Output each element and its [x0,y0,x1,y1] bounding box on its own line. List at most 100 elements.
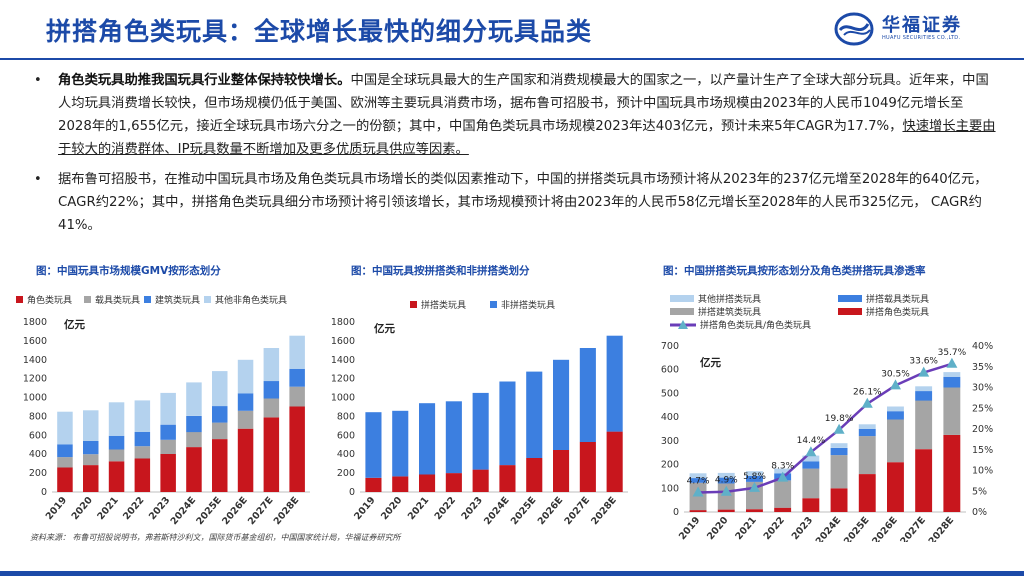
bar-segment [289,335,305,369]
bar-segment [774,468,792,474]
y-tick-label: 800 [337,411,355,422]
bar-segment [108,402,125,436]
legend-label: 拼搭载具类玩具 [866,293,929,305]
data-label: 19.8% [825,414,854,424]
bar-segment [717,509,735,512]
bar-segment [83,441,99,455]
legend-swatch [838,295,862,302]
y-tick-label: 1000 [23,393,47,404]
bar-segment [160,439,176,454]
bar-segment [830,488,848,512]
bar-segment [579,348,596,442]
bar-segment [57,467,73,492]
y-tick-label: 1000 [331,393,355,404]
bar-segment [160,424,176,440]
bar-segment [774,507,792,512]
x-tick-label: 2025E [509,495,539,527]
bar-segment [499,381,516,466]
data-label: 4.9% [715,476,738,486]
bar-segment [83,410,99,441]
y-tick-label: 1400 [331,355,355,366]
x-tick-label: 2022 [433,495,458,522]
bar-segment [915,400,933,450]
legend-label: 建筑类玩具 [155,294,200,306]
bullet-paragraph-2: 据布鲁可招股书，在推动中国玩具市场及角色类玩具市场增长的类似因素推动下，中国的拼… [58,172,988,233]
bar-segment [858,429,876,437]
x-tick-label: 2027E [898,515,928,542]
bar-segment [392,410,409,477]
bar-segment [802,455,820,462]
legend-swatch [670,308,694,315]
bar-segment [774,480,792,508]
y-tick-label: 0 [673,507,679,518]
data-label: 26.1% [853,388,882,398]
unit-label: 亿元 [374,322,395,335]
bar-segment [365,412,382,478]
bar-segment [579,441,596,492]
bar-segment [553,450,570,492]
bar-segment [943,434,961,512]
bar-segment [830,455,848,489]
y2-tick-label: 0% [972,507,987,518]
x-tick-label: 2023 [459,495,484,522]
bar-segment [915,391,933,401]
bar-segment [499,465,516,492]
chart-2-title: 图：中国玩具按拼搭类和非拼搭类划分 [351,265,530,277]
line-marker [777,471,789,482]
bar-segment [263,381,280,399]
y-tick-label: 300 [661,436,679,447]
line-marker [749,481,760,492]
y2-tick-label: 30% [972,383,993,394]
bar-segment [57,444,73,458]
bar-segment [134,432,151,447]
data-label: 35.7% [938,348,967,358]
y-tick-label: 1200 [23,374,47,385]
legend-swatch [670,295,694,302]
chart-2: 拼搭类玩具 非拼搭类玩具 0 200 400 600 800 1000 1200 1400 1600… [331,299,628,527]
x-tick-label: 2023 [147,495,172,522]
bar-segment [160,453,176,492]
legend-label: 其他非角色类玩具 [215,294,287,306]
y-tick-label: 600 [337,430,355,441]
bar-segment [237,410,254,429]
legend-marker [678,320,688,329]
logo-emblem-icon [834,12,874,46]
legend-label: 非拼搭类玩具 [501,299,555,311]
bar-segment [943,372,961,377]
line-marker [692,486,704,497]
bar-segment [160,392,176,425]
x-tick-label: 2025E [194,495,224,527]
bullet-1-underlined: 快速增长主要由于较大的消费群体、IP玩具数量不断增加及更多优质玩具供应等因素。 [58,119,996,157]
y2-tick-label: 20% [972,424,993,435]
y-tick-label: 200 [337,468,355,479]
legend-label: 拼搭角色类玩具 [866,306,929,318]
bar-segment [746,509,763,512]
source-note: 资料来源： 布鲁可招股说明书，弗若斯特沙利文，国际货币基金组织，中国国家统计局，… [30,533,401,542]
bullet-1-body: 中国是全球玩具最大的生产国家和消费规模最大的国家之一，以产量计生产了全球大部分玩… [58,73,989,134]
x-tick-label: 2023 [790,515,815,542]
unit-label: 亿元 [700,356,721,369]
x-tick-label: 2022 [762,515,787,542]
bar-segment [186,382,202,416]
bar-segment [802,461,820,469]
y-tick-label: 1200 [331,374,355,385]
bar-segment [858,436,876,474]
y-tick-label: 800 [29,411,47,422]
chart-1-title: 图：中国玩具市场规模GMV按形态划分 [36,265,221,277]
bar-segment [263,348,280,382]
legend-swatch [16,296,23,303]
bar-segment [746,476,763,482]
y-tick-label: 0 [41,487,47,498]
x-tick-label: 2020 [705,515,731,542]
y-tick-label: 400 [29,449,47,460]
bar-segment [186,416,202,433]
x-tick-label: 2024E [169,495,199,527]
line-marker [890,379,901,390]
bar-segment [237,359,254,394]
x-tick-label: 2022 [121,495,146,522]
bar-segment [887,411,904,420]
bar-segment [263,398,280,418]
bar-segment [237,393,254,411]
bar-segment [83,465,99,492]
